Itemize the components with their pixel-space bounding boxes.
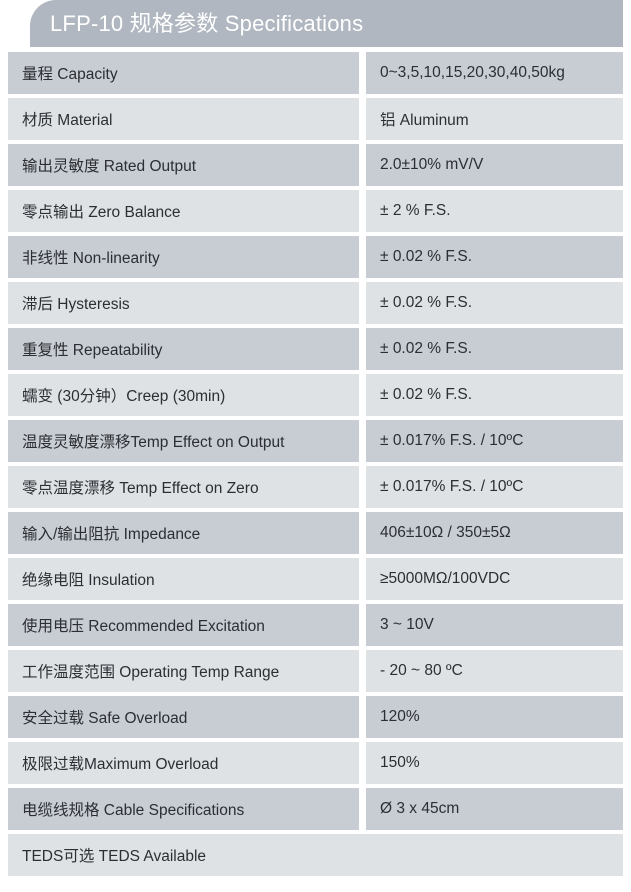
spec-value: 3 ~ 10V [366, 604, 623, 646]
table-row: 材质 Material 铝 Aluminum [8, 98, 623, 140]
spec-label: 材质 Material [8, 98, 359, 140]
spec-label: 蠕变 (30分钟）Creep (30min) [8, 374, 359, 416]
spec-label: 非线性 Non-linearity [8, 236, 359, 278]
spec-label: 使用电压 Recommended Excitation [8, 604, 359, 646]
spec-label: 零点温度漂移 Temp Effect on Zero [8, 466, 359, 508]
spec-label: 零点输出 Zero Balance [8, 190, 359, 232]
spec-label: 滞后 Hysteresis [8, 282, 359, 324]
spec-label: 工作温度范围 Operating Temp Range [8, 650, 359, 692]
table-row: 蠕变 (30分钟）Creep (30min) ± 0.02 % F.S. [8, 374, 623, 416]
spec-value: 2.0±10% mV/V [366, 144, 623, 186]
spec-label: 量程 Capacity [8, 52, 359, 94]
table-row: 输入/输出阻抗 Impedance 406±10Ω / 350±5Ω [8, 512, 623, 554]
specification-table: 量程 Capacity 0~3,5,10,15,20,30,40,50kg 材质 M… [8, 52, 623, 876]
table-row: TEDS可选 TEDS Available [8, 834, 623, 876]
spec-value: - 20 ~ 80 ºC [366, 650, 623, 692]
spec-label: 绝缘电阻 Insulation [8, 558, 359, 600]
table-row: 温度灵敏度漂移Temp Effect on Output ± 0.017% F.S… [8, 420, 623, 462]
spec-label: 重复性 Repeatability [8, 328, 359, 370]
table-row: 极限过载Maximum Overload 150% [8, 742, 623, 784]
table-row: 使用电压 Recommended Excitation 3 ~ 10V [8, 604, 623, 646]
spec-label: 输入/输出阻抗 Impedance [8, 512, 359, 554]
spec-value: ± 0.02 % F.S. [366, 236, 623, 278]
table-row: 滞后 Hysteresis ± 0.02 % F.S. [8, 282, 623, 324]
table-row: 工作温度范围 Operating Temp Range - 20 ~ 80 ºC [8, 650, 623, 692]
table-row: 输出灵敏度 Rated Output 2.0±10% mV/V [8, 144, 623, 186]
spec-value: ± 0.02 % F.S. [366, 374, 623, 416]
spec-value: ± 0.02 % F.S. [366, 328, 623, 370]
table-row: 重复性 Repeatability ± 0.02 % F.S. [8, 328, 623, 370]
table-row: 零点输出 Zero Balance ± 2 % F.S. [8, 190, 623, 232]
spec-label: 温度灵敏度漂移Temp Effect on Output [8, 420, 359, 462]
table-row: 绝缘电阻 Insulation ≥5000MΩ/100VDC [8, 558, 623, 600]
spec-value: 150% [366, 742, 623, 784]
spec-value: 铝 Aluminum [366, 98, 623, 140]
spec-header-bar: LFP-10 规格参数 Specifications [30, 0, 623, 47]
spec-value: 406±10Ω / 350±5Ω [366, 512, 623, 554]
spec-label: 输出灵敏度 Rated Output [8, 144, 359, 186]
spec-label: 安全过载 Safe Overload [8, 696, 359, 738]
spec-value: ± 0.02 % F.S. [366, 282, 623, 324]
table-row: 安全过载 Safe Overload 120% [8, 696, 623, 738]
spec-value: ≥5000MΩ/100VDC [366, 558, 623, 600]
spec-label: 极限过载Maximum Overload [8, 742, 359, 784]
spec-value: 0~3,5,10,15,20,30,40,50kg [366, 52, 623, 94]
table-row: 量程 Capacity 0~3,5,10,15,20,30,40,50kg [8, 52, 623, 94]
table-row: 电缆线规格 Cable Specifications Ø 3 x 45cm [8, 788, 623, 830]
table-row: 零点温度漂移 Temp Effect on Zero ± 0.017% F.S. … [8, 466, 623, 508]
page-title: LFP-10 规格参数 Specifications [50, 10, 364, 36]
spec-value: Ø 3 x 45cm [366, 788, 623, 830]
spec-value: 120% [366, 696, 623, 738]
spec-value: ± 2 % F.S. [366, 190, 623, 232]
spec-label: TEDS可选 TEDS Available [8, 834, 623, 876]
table-row: 非线性 Non-linearity ± 0.02 % F.S. [8, 236, 623, 278]
spec-value: ± 0.017% F.S. / 10ºC [366, 420, 623, 462]
spec-label: 电缆线规格 Cable Specifications [8, 788, 359, 830]
spec-value: ± 0.017% F.S. / 10ºC [366, 466, 623, 508]
